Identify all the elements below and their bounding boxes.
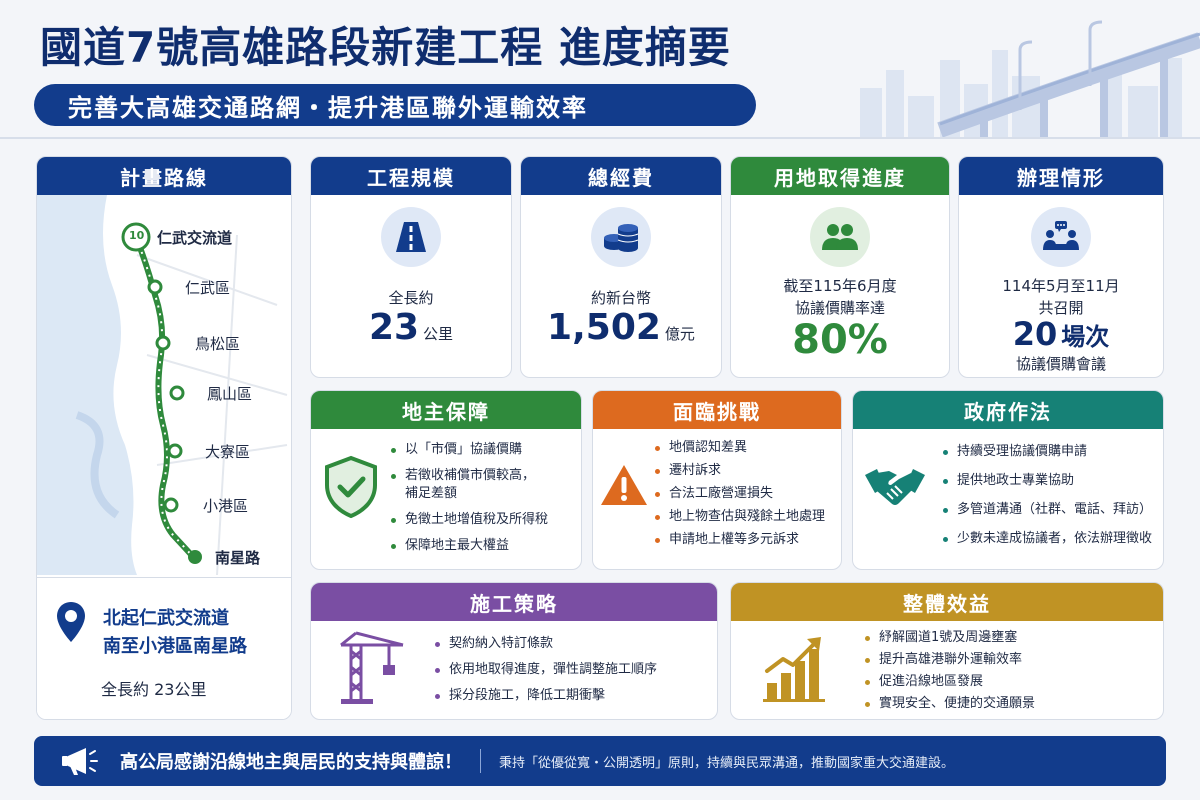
stat-card-heading: 總經費 — [521, 157, 721, 195]
route-summary-end: 南至小港區南星路 — [103, 636, 247, 657]
list-item: 促進沿線地區發展 — [865, 673, 1035, 691]
stat-card-land: 用地取得進度 截至115年6月度 協議價購率達 80% — [730, 156, 950, 378]
route-summary: 北起仁武交流道 南至小港區南星路 全長約 23公里 — [37, 577, 291, 719]
stat-card-heading: 用地取得進度 — [731, 157, 949, 195]
challenges-list: 地價認知差異 遷村訴求 合法工廠營運損失 地上物查估與殘餘土地處理 申請地上權等… — [655, 439, 825, 554]
crane-icon — [340, 631, 404, 704]
list-item: 遷村訴求 — [655, 462, 825, 480]
stat-card-budget: 總經費 約新台幣 1,502 億元 — [520, 156, 722, 378]
megaphone-icon — [62, 748, 98, 775]
footer-banner: 高公局感謝沿線地主與居民的支持與體諒！ 秉持「從優從寬・公開透明」原則，持續與民… — [34, 736, 1166, 786]
header: 國道7號高雄路段新建工程 進度摘要 完善大高雄交通路網・提升港區聯外運輸效率 — [0, 0, 1200, 140]
stat-label: 約新台幣 — [590, 289, 651, 307]
end-node — [188, 550, 202, 564]
government-list: 持續受理協議價購申請 提供地政士專業協助 多管道溝通（社群、電話、拜訪） 少數未… — [943, 443, 1152, 559]
subtitle-banner: 完善大高雄交通路網・提升港區聯外運輸效率 — [34, 84, 756, 126]
stat-label: 全長約 — [388, 289, 434, 307]
stat-label: 協議價購會議 — [1015, 355, 1106, 373]
warning-icon — [601, 465, 647, 505]
shield-number: 10 — [129, 229, 145, 242]
list-item: 多管道溝通（社群、電話、拜訪） — [943, 501, 1152, 519]
stat-label: 協議價購率達 — [794, 299, 885, 317]
list-item: 契約納入特訂條款 — [435, 635, 657, 653]
construction-list: 契約納入特訂條款 依用地取得進度，彈性調整施工順序 採分段施工，降低工期衝擊 — [435, 635, 657, 713]
list-item: 申請地上權等多元訴求 — [655, 531, 825, 549]
list-item: 提升高雄港聯外運輸效率 — [865, 651, 1035, 669]
list-item: 採分段施工，降低工期衝擊 — [435, 687, 657, 705]
stop-node — [169, 385, 185, 401]
growth-chart-icon — [763, 637, 825, 702]
benefits-panel-heading: 整體效益 — [731, 583, 1163, 621]
stop-node — [163, 497, 179, 513]
route-stop-label: 鳳山區 — [207, 385, 253, 403]
meeting-icon — [1031, 207, 1091, 267]
route-stop-label: 仁武交流道 — [157, 229, 233, 247]
route-summary-start: 北起仁武交流道 — [103, 608, 229, 629]
freeway-shield-icon — [121, 222, 151, 252]
footer-note: 秉持「從優從寬・公開透明」原則，持續與民眾溝通，推動國家重大交通建設。 — [499, 755, 955, 771]
benefits-list: 紓解國道1號及周邊壅塞 提升高雄港聯外運輸效率 促進沿線地區發展 實現安全、便捷… — [865, 629, 1035, 717]
route-stop-label: 大寮區 — [205, 443, 251, 461]
list-item: 合法工廠營運損失 — [655, 485, 825, 503]
construction-panel-heading: 施工策略 — [311, 583, 717, 621]
list-item: 地上物查估與殘餘土地處理 — [655, 508, 825, 526]
road-icon — [381, 207, 441, 267]
benefits-panel: 整體效益 紓解國道1號及周邊壅塞 提升高雄港聯外運輸效率 促進沿線地區發展 實現… — [730, 582, 1164, 720]
people-icon — [810, 207, 870, 267]
route-map: 10 仁武交流道 仁武區 鳥松區 鳳山區 大寮區 小港區 南星路 — [37, 195, 291, 576]
stop-node — [147, 279, 163, 295]
stat-value: 20 場次 — [1012, 315, 1110, 353]
stat-card-scale: 工程規模 全長約 23 公里 — [310, 156, 512, 378]
list-item: 少數未達成協議者，依法辦理徵收 — [943, 530, 1152, 548]
stat-card-meetings: 辦理情形 114年5月至11月 共召開 20 場次 協議價購會議 — [958, 156, 1164, 378]
list-item: 紓解國道1號及周邊壅塞 — [865, 629, 1035, 647]
route-map-illustration — [37, 195, 288, 576]
stat-label: 114年5月至11月 — [1002, 277, 1120, 295]
stat-label: 共召開 — [1038, 299, 1084, 317]
challenges-panel-heading: 面臨挑戰 — [593, 391, 841, 429]
route-stop-label: 仁武區 — [185, 279, 231, 297]
list-item: 以「市價」協議價購 — [391, 441, 548, 459]
landowner-panel-heading: 地主保障 — [311, 391, 581, 429]
page-title: 國道7號高雄路段新建工程 進度摘要 — [40, 23, 731, 72]
landowner-panel: 地主保障 以「市價」協議價購 若徵收補償市價較高， 補足差額 免徵土地增值稅及所得… — [310, 390, 582, 570]
government-panel: 政府作法 持續受理協議價購申請 提供地政士專業協助 多管道溝通（社群、電話、拜訪… — [852, 390, 1164, 570]
stop-node — [167, 443, 183, 459]
route-stop-label: 鳥松區 — [195, 335, 241, 353]
stat-card-heading: 辦理情形 — [959, 157, 1163, 195]
footer-message: 高公局感謝沿線地主與居民的支持與體諒！ — [120, 752, 462, 773]
stop-node — [155, 335, 171, 351]
list-item: 地價認知差異 — [655, 439, 825, 457]
landowner-list: 以「市價」協議價購 若徵收補償市價較高， 補足差額 免徵土地增值稅及所得稅 保障地… — [391, 441, 548, 563]
government-panel-heading: 政府作法 — [853, 391, 1163, 429]
shield-check-icon — [325, 455, 377, 519]
list-item: 持續受理協議價購申請 — [943, 443, 1152, 461]
coins-icon — [591, 207, 651, 267]
construction-panel: 施工策略 契約納入特訂條款 依用地取得進度，彈性調整施工順序 採分段施工，降低工… — [310, 582, 718, 720]
route-total-length: 全長約 23公里 — [101, 680, 207, 699]
list-item: 依用地取得進度，彈性調整施工順序 — [435, 661, 657, 679]
list-item: 實現安全、便捷的交通願景 — [865, 695, 1035, 713]
list-item: 若徵收補償市價較高， 補足差額 — [391, 467, 548, 503]
location-pin-icon — [57, 602, 85, 642]
stat-label: 截至115年6月度 — [783, 277, 897, 295]
header-divider — [0, 137, 1200, 139]
footer-divider — [480, 749, 481, 773]
handshake-icon — [865, 469, 925, 505]
stat-value: 1,502 億元 — [547, 307, 695, 348]
list-item: 保障地主最大權益 — [391, 537, 548, 555]
challenges-panel: 面臨挑戰 地價認知差異 遷村訴求 合法工廠營運損失 地上物查估與殘餘土地處理 申… — [592, 390, 842, 570]
route-stop-label: 小港區 — [203, 497, 249, 515]
route-card-heading: 計畫路線 — [37, 157, 291, 195]
list-item: 免徵土地增值稅及所得稅 — [391, 511, 548, 529]
list-item: 提供地政士專業協助 — [943, 472, 1152, 490]
stat-value: 80% — [792, 317, 888, 363]
route-card: 計畫路線 — [36, 156, 292, 720]
skyline-overpass-illustration — [860, 20, 1200, 138]
stat-value: 23 公里 — [368, 307, 454, 348]
stat-card-heading: 工程規模 — [311, 157, 511, 195]
route-stop-label: 南星路 — [215, 549, 261, 567]
